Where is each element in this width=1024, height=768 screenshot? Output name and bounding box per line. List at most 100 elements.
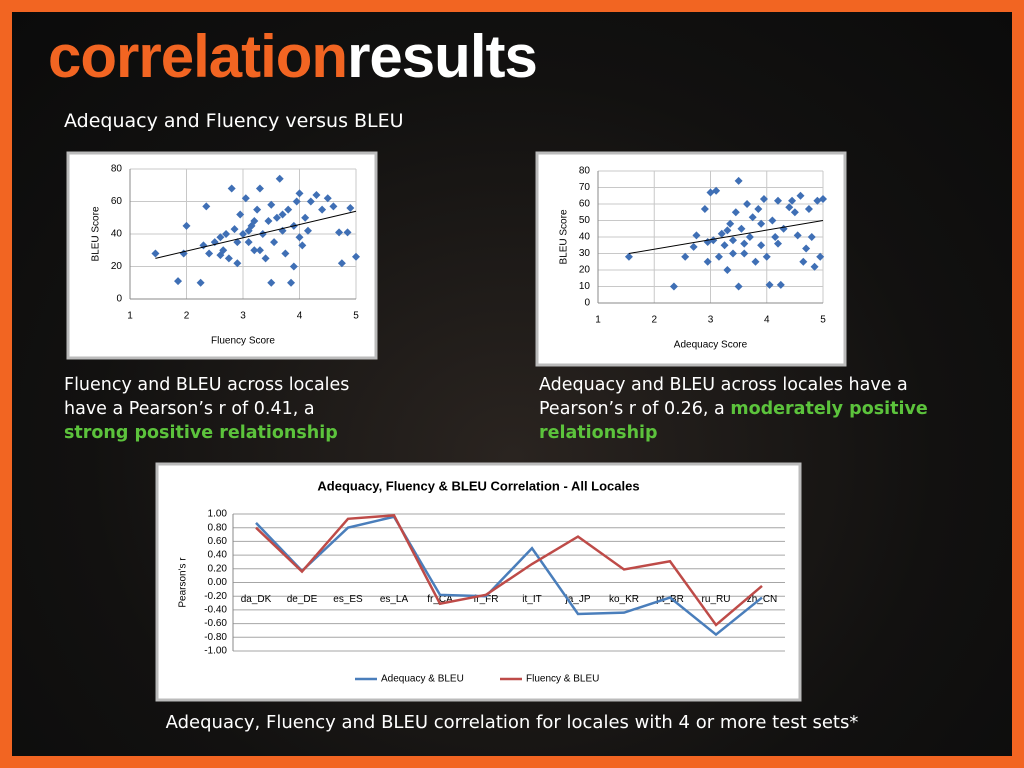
- x-axis-label: Adequacy Score: [674, 340, 748, 351]
- point: [281, 249, 290, 258]
- x-tick-label: 3: [708, 315, 714, 326]
- y-tick-label: -0.40: [204, 605, 227, 616]
- x-axis-label: Fluency Score: [211, 336, 275, 347]
- series-line: [255, 514, 763, 627]
- point: [765, 280, 774, 289]
- point: [182, 221, 191, 230]
- x-tick-label: pt_BR: [656, 594, 684, 605]
- y-tick-label: 0.40: [208, 550, 228, 561]
- point: [298, 241, 307, 250]
- point: [734, 282, 743, 291]
- y-tick-label: 1.00: [208, 509, 228, 520]
- point: [720, 241, 729, 250]
- footer: Adequacy, Fluency and BLEU correlation f…: [165, 712, 859, 733]
- x-tick-label: 2: [184, 311, 190, 322]
- point: [807, 233, 816, 241]
- point: [236, 210, 245, 219]
- point: [196, 278, 205, 287]
- point: [295, 233, 304, 242]
- point: [230, 225, 239, 234]
- point: [267, 200, 276, 209]
- point: [241, 194, 250, 203]
- point: [289, 262, 298, 271]
- point: [261, 254, 270, 263]
- point: [272, 213, 281, 222]
- point: [712, 186, 721, 195]
- trendline: [155, 210, 357, 259]
- point: [250, 246, 259, 255]
- x-tick-label: da_DK: [241, 594, 272, 605]
- point: [318, 205, 327, 214]
- point: [216, 251, 225, 260]
- point: [267, 278, 276, 287]
- point: [771, 233, 780, 241]
- point: [337, 259, 346, 268]
- point: [714, 252, 723, 261]
- y-tick-label: 10: [579, 281, 591, 292]
- title-accent: correlation: [48, 23, 348, 90]
- y-tick-label: 20: [111, 261, 123, 272]
- point: [723, 226, 732, 235]
- y-tick-label: 0.20: [208, 563, 228, 574]
- point: [802, 244, 811, 253]
- point: [723, 266, 732, 274]
- y-tick-label: -0.60: [204, 618, 227, 629]
- y-tick-label: 30: [579, 248, 591, 259]
- point: [224, 254, 233, 263]
- point: [740, 239, 749, 248]
- caption-text: Fluency and BLEU across locales have a P…: [64, 375, 350, 419]
- point: [250, 217, 259, 225]
- caption: Fluency and BLEU across locales have a P…: [64, 373, 384, 445]
- point: [284, 205, 293, 214]
- caption-text: Adequacy and BLEU across locales have a …: [539, 375, 908, 419]
- point: [729, 249, 737, 258]
- point: [151, 249, 160, 258]
- y-tick-label: 20: [579, 265, 591, 276]
- point: [776, 280, 785, 289]
- point: [816, 252, 825, 261]
- point: [335, 228, 344, 237]
- caption-highlight: moderately positive relationship: [539, 399, 928, 443]
- point: [292, 197, 301, 206]
- y-tick-label: 0.60: [208, 536, 228, 547]
- y-tick-label: 80: [111, 164, 123, 175]
- trendline: [628, 220, 824, 254]
- point: [278, 210, 287, 219]
- point: [227, 184, 236, 193]
- point: [740, 249, 749, 258]
- point: [737, 224, 746, 233]
- y-tick-label: 60: [111, 196, 123, 207]
- point: [202, 202, 211, 211]
- y-axis-label: BLEU Score: [559, 209, 570, 264]
- chart-box: [535, 151, 847, 367]
- x-tick-label: fr_FR: [474, 594, 499, 605]
- point: [788, 196, 797, 205]
- point: [343, 228, 352, 237]
- point: [804, 204, 813, 213]
- point: [323, 194, 332, 203]
- point: [239, 230, 247, 238]
- point: [306, 197, 315, 206]
- y-tick-label: 0: [584, 298, 590, 309]
- point: [729, 236, 737, 245]
- point: [312, 191, 321, 199]
- point: [303, 226, 312, 235]
- point: [329, 202, 338, 211]
- x-tick-label: ko_KR: [609, 594, 639, 605]
- point: [233, 238, 242, 247]
- y-tick-label: -0.80: [204, 632, 227, 643]
- point: [222, 230, 231, 238]
- x-tick-label: 5: [820, 315, 826, 326]
- point: [745, 233, 754, 241]
- point: [352, 252, 360, 261]
- y-tick-label: 60: [579, 199, 591, 210]
- y-tick-label: 40: [579, 232, 591, 243]
- x-tick-label: de_DE: [287, 594, 318, 605]
- point: [689, 242, 698, 251]
- point: [774, 239, 782, 248]
- point: [703, 257, 712, 266]
- x-tick-label: es_LA: [380, 594, 409, 605]
- y-tick-label: 0: [116, 294, 122, 305]
